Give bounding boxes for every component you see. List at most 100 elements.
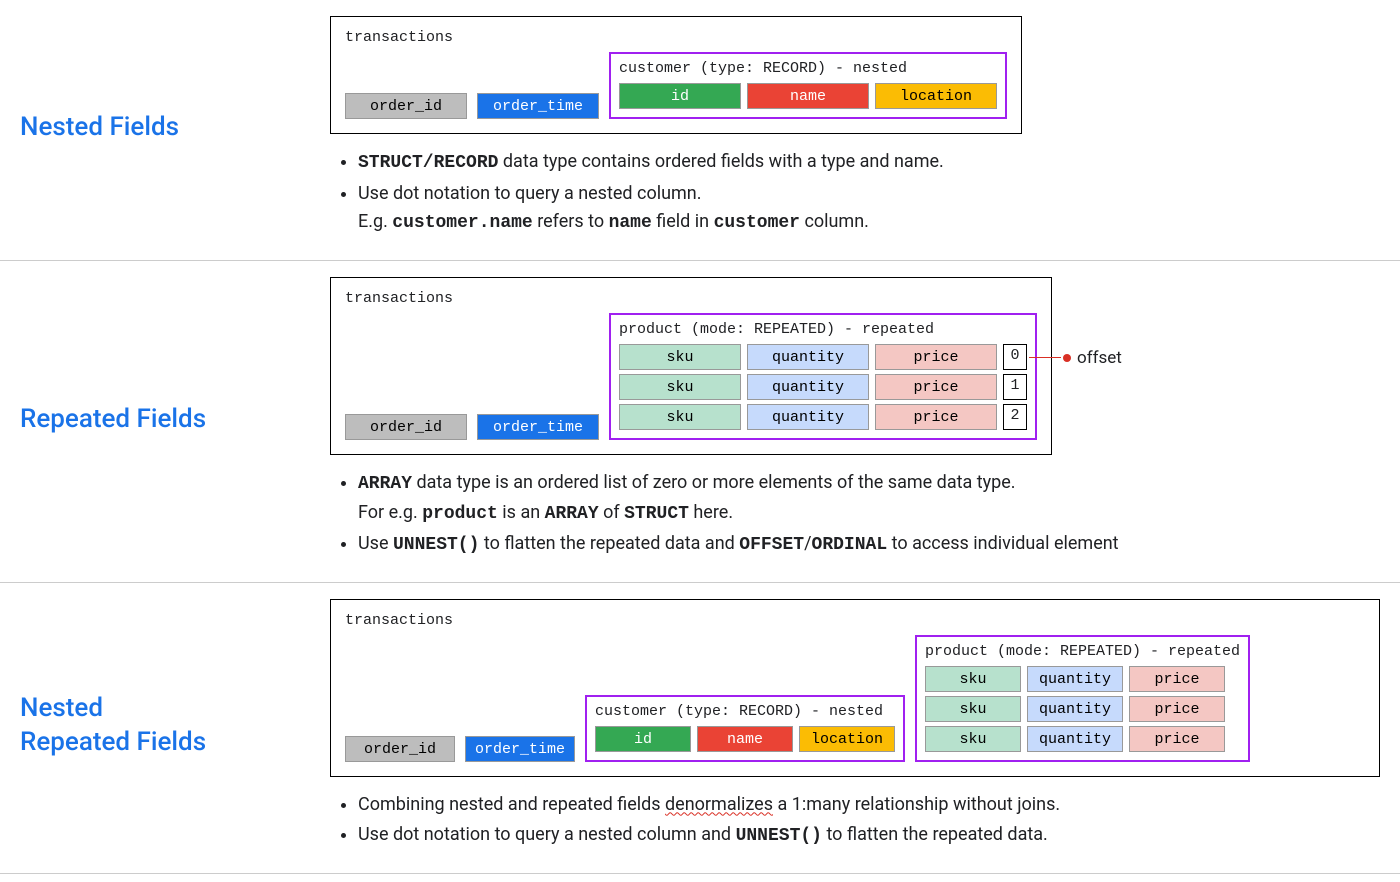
kw: UNNEST() xyxy=(736,826,822,846)
col-sku: sku xyxy=(925,666,1021,692)
repeated-group: product (mode: REPEATED) - repeated sku … xyxy=(915,635,1250,762)
nested-cols: id name location xyxy=(595,726,895,752)
kw: name xyxy=(609,213,652,233)
diagram-wrap: transactions order_id order_time product… xyxy=(330,277,1380,455)
txt: a 1:many relationship without joins. xyxy=(773,794,1060,815)
col-quantity: quantity xyxy=(747,344,869,370)
nested-cols: id name location xyxy=(619,83,997,109)
txt: / xyxy=(804,533,811,554)
col-quantity: quantity xyxy=(1027,666,1123,692)
callout-dot-icon xyxy=(1063,354,1071,362)
txt: of xyxy=(599,502,624,523)
col-order-id: order_id xyxy=(345,736,455,762)
title-line2: Repeated Fields xyxy=(20,727,206,757)
col-price: price xyxy=(875,404,997,430)
txt: Use dot notation to query a nested colum… xyxy=(358,824,736,845)
col-sku: sku xyxy=(925,726,1021,752)
kw: customer xyxy=(714,213,800,233)
txt: to flatten the repeated data. xyxy=(822,824,1048,845)
txt: column. xyxy=(800,211,869,232)
col-location: location xyxy=(875,83,997,109)
diagram-combined: transactions order_id order_time custome… xyxy=(330,599,1380,777)
kw: STRUCT xyxy=(624,504,689,524)
kw-struct: STRUCT/RECORD xyxy=(358,153,498,173)
title-text: Nested Fields xyxy=(20,111,179,145)
table-label: transactions xyxy=(345,612,1365,629)
title-text: Repeated Fields xyxy=(20,403,206,437)
col-quantity: quantity xyxy=(747,404,869,430)
nested-group: customer (type: RECORD) - nested id name… xyxy=(609,52,1007,119)
callout-text: offset xyxy=(1077,348,1122,368)
bullets: ARRAY data type is an ordered list of ze… xyxy=(330,469,1380,561)
kw: ARRAY xyxy=(545,504,599,524)
col-order-time: order_time xyxy=(465,736,575,762)
kw: ARRAY xyxy=(358,474,412,494)
txt: here. xyxy=(689,502,733,523)
col-price: price xyxy=(1129,666,1225,692)
callout-line xyxy=(1029,357,1061,359)
col-price: price xyxy=(875,374,997,400)
col-price: price xyxy=(1129,696,1225,722)
table-label: transactions xyxy=(345,290,1037,307)
kw: OFFSET xyxy=(739,535,804,555)
kw: product xyxy=(422,504,498,524)
col-id: id xyxy=(595,726,691,752)
nested-title: customer (type: RECORD) - nested xyxy=(595,703,895,720)
repeated-rows: sku quantity price sku quantity price sk… xyxy=(925,666,1240,752)
section-repeated-fields: Repeated Fields transactions order_id or… xyxy=(0,260,1400,584)
repeated-title: product (mode: REPEATED) - repeated xyxy=(925,643,1240,660)
txt: Combining nested and repeated fields xyxy=(358,794,665,815)
offset-callout: offset xyxy=(1029,348,1122,368)
bullet-2: Use dot notation to query a nested colum… xyxy=(358,821,1380,851)
title-line1: Nested xyxy=(20,693,103,723)
bullet-2: Use UNNEST() to flatten the repeated dat… xyxy=(358,530,1380,560)
kw: UNNEST() xyxy=(393,535,479,555)
col-order-id: order_id xyxy=(345,93,467,119)
col-quantity: quantity xyxy=(1027,726,1123,752)
squiggle-word: denormalizes xyxy=(665,794,773,815)
diagram-nested: transactions order_id order_time custome… xyxy=(330,16,1022,134)
diagram-repeated: transactions order_id order_time product… xyxy=(330,277,1052,455)
table-label: transactions xyxy=(345,29,1007,46)
schema-row: order_id order_time customer (type: RECO… xyxy=(345,52,1007,119)
col-sku: sku xyxy=(619,374,741,400)
repeated-row-0: sku quantity price 0 xyxy=(619,344,1027,370)
col-location: location xyxy=(799,726,895,752)
bullets: STRUCT/RECORD data type contains ordered… xyxy=(330,148,1380,238)
col-sku: sku xyxy=(925,696,1021,722)
schema-row: order_id order_time product (mode: REPEA… xyxy=(345,313,1037,440)
txt: E.g. xyxy=(358,211,392,232)
offset-2: 2 xyxy=(1003,404,1027,430)
repeated-row-2: sku quantity price 2 xyxy=(619,404,1027,430)
col-price: price xyxy=(875,344,997,370)
kw: ORDINAL xyxy=(812,535,888,555)
repeated-row-0: sku quantity price xyxy=(925,666,1240,692)
col-sku: sku xyxy=(619,344,741,370)
txt: data type is an ordered list of zero or … xyxy=(412,472,1016,493)
col-sku: sku xyxy=(619,404,741,430)
repeated-row-1: sku quantity price xyxy=(925,696,1240,722)
txt: Use dot notation to query a nested colum… xyxy=(358,183,702,204)
schema-row: order_id order_time customer (type: RECO… xyxy=(345,635,1365,762)
col-quantity: quantity xyxy=(1027,696,1123,722)
bullets: Combining nested and repeated fields den… xyxy=(330,791,1380,851)
repeated-row-2: sku quantity price xyxy=(925,726,1240,752)
section-title: Nested Repeated Fields xyxy=(20,599,330,853)
col-order-time: order_time xyxy=(477,93,599,119)
repeated-row-1: sku quantity price 1 xyxy=(619,374,1027,400)
repeated-group: product (mode: REPEATED) - repeated sku … xyxy=(609,313,1037,440)
col-order-id: order_id xyxy=(345,414,467,440)
txt: For e.g. xyxy=(358,502,422,523)
section-nested-fields: Nested Fields transactions order_id orde… xyxy=(0,0,1400,261)
txt: data type contains ordered fields with a… xyxy=(498,151,943,172)
kw: customer.name xyxy=(392,213,532,233)
txt: field in xyxy=(652,211,714,232)
section-title: Nested Fields xyxy=(20,16,330,240)
section-body: transactions order_id order_time custome… xyxy=(330,599,1380,853)
repeated-rows: sku quantity price 0 sku quantity price … xyxy=(619,344,1027,430)
col-price: price xyxy=(1129,726,1225,752)
offset-0: 0 xyxy=(1003,344,1027,370)
bullet-1: ARRAY data type is an ordered list of ze… xyxy=(358,469,1380,529)
section-nested-repeated-fields: Nested Repeated Fields transactions orde… xyxy=(0,582,1400,874)
section-body: transactions order_id order_time custome… xyxy=(330,16,1380,240)
